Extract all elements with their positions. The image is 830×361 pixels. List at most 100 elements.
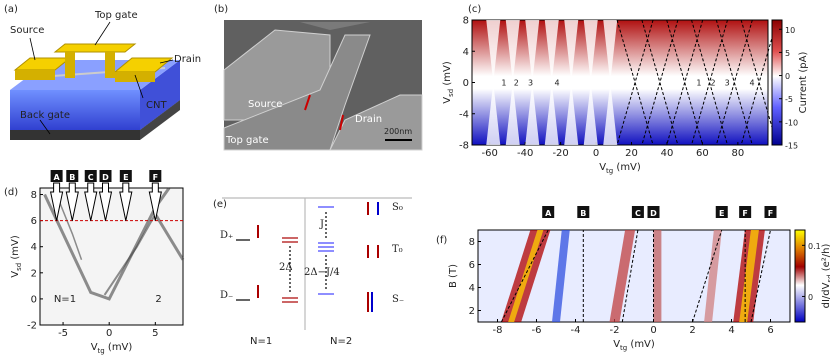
label-sub: sd [826,274,830,282]
x-tick-label: -5 [58,328,68,339]
x-tick-label: 40 [661,148,674,159]
label-sub: tg [606,167,613,175]
dashed-guide [621,229,639,323]
label-sub: tg [98,347,105,355]
resonance [103,213,157,296]
y-tick-label: 4 [463,47,469,58]
y-tick-label: 8 [463,16,469,27]
diamond [603,20,618,83]
diamond [583,20,598,83]
label-unit: (mV) [105,342,133,353]
dashed-guide [666,19,704,146]
y-tick-label: 4 [31,242,37,253]
sem-image [223,20,423,151]
marker-box [715,206,728,218]
heatmap [472,20,768,145]
diamond [486,20,501,83]
label-main: dI/dV [821,282,830,308]
dashed-guide [691,19,728,146]
dashed-guide [616,19,654,146]
x-tick-label: -8 [493,325,503,336]
label-drain: Drain [174,54,201,65]
marker-label: E [719,209,724,218]
x-tick-label: 4 [728,325,734,336]
axis-label: Vsd (mV) [442,61,455,104]
marker-arrow [49,182,64,221]
colorbar-tick-label: -5 [785,95,793,104]
y-tick-label: 8 [469,237,475,248]
label-main: V [442,97,453,104]
x-tick-label: 5 [152,328,158,339]
marker-arrow [84,182,98,221]
diamond [583,82,598,145]
x-tick-label: -40 [517,148,533,159]
marker-box [739,206,752,218]
marker-box [764,206,777,218]
peak-label: 2 [711,79,716,88]
y-tick-label: 6 [31,216,37,227]
level-label: D₋ [220,290,233,301]
x-tick-label: 80 [732,148,745,159]
level-label: T₀ [392,244,403,255]
x-tick-label: -20 [552,148,568,159]
resonance-band [739,230,759,322]
y-tick-label: -2 [27,321,37,332]
level-label: S₋ [392,294,404,305]
label-source: Source [10,25,44,36]
y-tick-label: -8 [459,141,469,152]
resonance-band [609,230,636,322]
label-drain: Drain [355,114,382,125]
marker-label: E [123,173,128,182]
diamond [564,20,579,83]
diamond [544,20,559,83]
peak-label: 1 [696,79,701,88]
n-label: N=1 [54,294,76,305]
diamond [544,82,559,145]
x-tick-label: -6 [532,325,542,336]
n-label: N=1 [250,336,272,347]
panel-label: (d) [4,187,18,198]
x-tick-label: 0 [593,148,599,159]
x-tick-label: -2 [610,325,620,336]
axis-label: Vtg (mV) [91,342,133,355]
dashed-guide [692,229,723,323]
label-sub: sd [447,89,455,97]
axis-label: Current (pA) [798,52,809,114]
dashed-guide [715,19,753,146]
marker-box [647,206,660,218]
dashed-guide [740,19,778,146]
label-main: V [599,162,606,173]
x-tick-label: -60 [482,148,498,159]
axis-label: Vtg (mV) [613,339,655,352]
marker-label: C [88,173,94,182]
label-sub: sd [15,263,23,271]
y-tick-label: 8 [31,190,37,201]
marker-label: D [650,209,657,218]
device-sketch [10,21,180,140]
marker-box [577,206,590,218]
dashed-guide [500,229,549,323]
resonance-band [508,230,544,322]
x-tick-label: 2 [689,325,695,336]
gap-label: 2Δ−J/4 [304,267,340,278]
peak-label: 2 [514,79,519,88]
peak-label: 4 [750,79,755,88]
y-tick-label: 2 [31,268,37,279]
colorbar-tick-label: 0 [808,293,813,302]
gap-label: 2Δ [279,262,293,273]
colorbar-tick-label: -15 [785,142,798,151]
level-diagram [222,197,412,330]
marker-label: B [580,209,586,218]
n-label: 2 [155,294,161,305]
marker-arrow [98,182,113,221]
peak-label: 3 [725,79,730,88]
resonance-band [653,230,662,322]
resonance [154,213,185,261]
label-top-gate: Top gate [225,135,269,146]
diamond [564,82,579,145]
marker-box [119,170,132,182]
panel-label: (e) [213,199,227,210]
diamond [525,20,540,83]
peak-label: 3 [528,79,533,88]
